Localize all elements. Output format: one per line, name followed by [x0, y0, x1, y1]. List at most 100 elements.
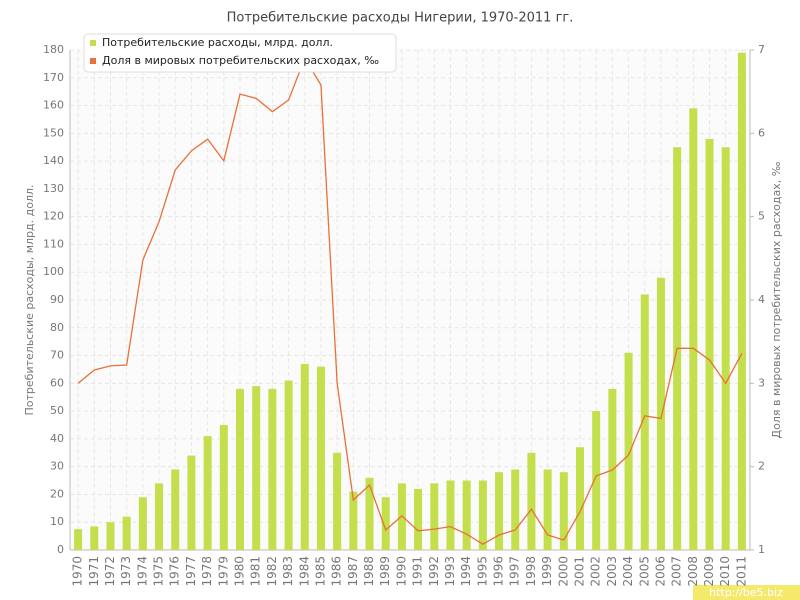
bar	[349, 491, 358, 550]
y-tick-label: 80	[50, 321, 64, 334]
x-tick-label: 2009	[702, 556, 716, 587]
x-tick-label: 2002	[589, 556, 603, 587]
y-tick-label: 60	[50, 376, 64, 389]
bar	[495, 472, 504, 550]
bar	[236, 388, 244, 550]
x-tick-label: 1999	[540, 556, 554, 587]
y2-tick-label: 6	[758, 126, 765, 139]
y-tick-label: 10	[50, 515, 64, 528]
bar	[527, 452, 536, 550]
line	[77, 56, 743, 545]
bar	[462, 480, 471, 550]
bar	[74, 529, 83, 550]
y2-tick-label: 7	[758, 43, 765, 56]
bar	[414, 488, 423, 550]
x-tick-label: 1975	[152, 556, 166, 587]
y-tick-label: 90	[50, 293, 64, 306]
x-tick-label: 2004	[621, 556, 635, 587]
x-tick-label: 1982	[265, 556, 279, 587]
x-tick-label: 1988	[362, 556, 376, 587]
y-tick-label: 70	[50, 349, 64, 362]
y-tick-label: 0	[57, 543, 64, 556]
watermark: http://be5.biz	[709, 586, 783, 599]
y-tick-label: 120	[43, 210, 64, 223]
x-tick-label: 1971	[87, 556, 101, 587]
x-tick-label: 1993	[443, 556, 457, 587]
y-tick-label: 50	[50, 404, 64, 417]
x-tick-label: 1995	[475, 556, 489, 587]
bar	[689, 108, 698, 550]
x-tick-label: 1978	[200, 556, 214, 587]
x-tick-label: 2003	[605, 556, 619, 587]
bar	[721, 147, 730, 550]
x-tick-label: 1992	[427, 556, 441, 587]
bar	[365, 477, 374, 550]
bar	[203, 436, 212, 550]
y-tick-label: 40	[50, 432, 64, 445]
bar	[90, 526, 99, 550]
y2-axis-label: Доля в мировых потребительских расходах,…	[770, 161, 783, 438]
y-tick-label: 30	[50, 460, 64, 473]
y-tick-label: 160	[43, 99, 64, 112]
x-tick-label: 2006	[653, 556, 667, 587]
legend-swatch	[90, 58, 96, 64]
legend-label: Потребительские расходы, млрд. долл.	[102, 36, 333, 49]
bar	[559, 472, 568, 550]
bar	[656, 277, 665, 550]
y-tick-label: 170	[43, 71, 64, 84]
legend-box	[83, 33, 397, 73]
x-tick-label: 2005	[637, 556, 651, 587]
bar	[640, 294, 649, 550]
legend-label: Доля в мировых потребительских расходах,…	[102, 54, 379, 67]
x-tick-label: 1997	[508, 556, 522, 587]
x-tick-label: 2001	[573, 556, 587, 587]
bar	[478, 480, 487, 550]
y2-tick-label: 3	[758, 376, 765, 389]
bar	[576, 447, 584, 550]
y-tick-label: 150	[43, 126, 64, 139]
bar	[333, 452, 342, 550]
bar	[171, 469, 180, 550]
y2-tick-label: 1	[758, 543, 765, 556]
x-tick-label: 1980	[233, 556, 247, 587]
x-tick-label: 1981	[249, 556, 263, 587]
bar	[592, 411, 601, 550]
x-tick-label: 1976	[168, 556, 182, 587]
bar	[737, 52, 746, 551]
legend-swatch	[90, 40, 96, 46]
bar	[624, 352, 633, 550]
y-tick-label: 140	[43, 154, 64, 167]
x-tick-label: 1973	[119, 556, 133, 587]
x-tick-label: 1984	[297, 556, 311, 587]
bar	[122, 516, 131, 550]
x-tick-label: 1991	[411, 556, 425, 587]
x-tick-label: 2008	[686, 556, 700, 587]
y-tick-label: 110	[43, 237, 64, 250]
x-tick-label: 1972	[103, 556, 117, 587]
x-tick-label: 1977	[184, 556, 198, 587]
y-axis-label: Потребительские расходы, млрд. долл.	[23, 185, 36, 416]
bar	[381, 497, 390, 550]
bar	[430, 483, 439, 550]
x-tick-label: 1990	[394, 556, 408, 587]
y-tick-label: 20	[50, 487, 64, 500]
x-tick-label: 2007	[670, 556, 684, 587]
x-tick-label: 1998	[524, 556, 538, 587]
x-tick-label: 1996	[492, 556, 506, 587]
y-tick-label: 100	[43, 265, 64, 278]
x-tick-label: 1985	[313, 556, 327, 587]
x-tick-label: 1983	[281, 556, 295, 587]
chart-title: Потребительские расходы Нигерии, 1970-20…	[227, 11, 574, 26]
bar	[219, 425, 228, 550]
x-tick-label: 1979	[216, 556, 230, 587]
y-tick-label: 130	[43, 182, 64, 195]
bar	[106, 522, 115, 550]
x-tick-label: 2011	[734, 556, 748, 587]
x-tick-label: 2010	[718, 556, 732, 587]
bar	[284, 380, 293, 550]
x-tick-label: 1994	[459, 556, 473, 587]
bar	[511, 469, 520, 550]
y-tick-label: 180	[43, 43, 64, 56]
y2-tick-label: 5	[758, 210, 765, 223]
